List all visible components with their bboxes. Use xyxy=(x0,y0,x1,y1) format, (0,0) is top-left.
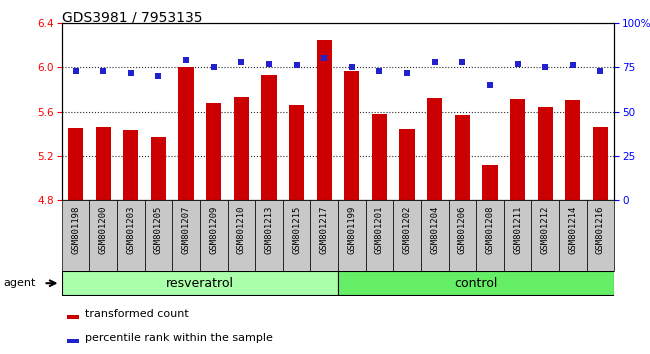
Point xyxy=(374,68,385,74)
FancyBboxPatch shape xyxy=(586,200,614,271)
FancyBboxPatch shape xyxy=(504,200,532,271)
Text: GSM801210: GSM801210 xyxy=(237,206,246,254)
Text: GSM801203: GSM801203 xyxy=(126,206,135,254)
Text: GSM801209: GSM801209 xyxy=(209,206,218,254)
FancyBboxPatch shape xyxy=(476,200,504,271)
Text: GSM801202: GSM801202 xyxy=(402,206,411,254)
FancyBboxPatch shape xyxy=(227,200,255,271)
Text: GSM801205: GSM801205 xyxy=(154,206,163,254)
Text: GSM801200: GSM801200 xyxy=(99,206,108,254)
Point xyxy=(319,56,330,61)
Point xyxy=(153,73,164,79)
Point xyxy=(209,64,219,70)
FancyBboxPatch shape xyxy=(172,200,200,271)
Bar xyxy=(538,107,552,200)
FancyBboxPatch shape xyxy=(532,200,559,271)
Text: GSM801207: GSM801207 xyxy=(181,206,190,254)
Bar xyxy=(400,129,415,200)
Bar xyxy=(344,70,359,200)
Point xyxy=(291,63,302,68)
Text: GSM801217: GSM801217 xyxy=(320,206,329,254)
FancyBboxPatch shape xyxy=(559,200,586,271)
Text: GSM801206: GSM801206 xyxy=(458,206,467,254)
Bar xyxy=(62,271,338,295)
Text: GSM801212: GSM801212 xyxy=(541,206,550,254)
Point xyxy=(430,59,440,65)
Bar xyxy=(261,75,276,200)
FancyBboxPatch shape xyxy=(144,200,172,271)
Text: percentile rank within the sample: percentile rank within the sample xyxy=(85,333,273,343)
Bar xyxy=(96,127,111,200)
Bar xyxy=(289,105,304,200)
Text: GSM801204: GSM801204 xyxy=(430,206,439,254)
Point xyxy=(402,70,412,75)
Bar xyxy=(338,271,614,295)
FancyBboxPatch shape xyxy=(338,200,365,271)
Point xyxy=(181,57,191,63)
Point xyxy=(125,70,136,75)
Text: GSM801216: GSM801216 xyxy=(596,206,605,254)
FancyBboxPatch shape xyxy=(62,200,90,271)
Text: GSM801215: GSM801215 xyxy=(292,206,301,254)
Bar xyxy=(206,103,221,200)
Point xyxy=(457,59,467,65)
Bar xyxy=(317,40,332,200)
Text: agent: agent xyxy=(3,278,36,288)
Point xyxy=(236,59,246,65)
Text: GSM801211: GSM801211 xyxy=(513,206,522,254)
FancyBboxPatch shape xyxy=(200,200,227,271)
Point xyxy=(98,68,109,74)
Bar xyxy=(68,339,79,343)
Text: GSM801214: GSM801214 xyxy=(568,206,577,254)
Bar xyxy=(566,101,580,200)
Text: GSM801208: GSM801208 xyxy=(486,206,495,254)
Point xyxy=(346,64,357,70)
FancyBboxPatch shape xyxy=(255,200,283,271)
Bar xyxy=(68,315,79,319)
Bar xyxy=(455,115,470,200)
Text: control: control xyxy=(454,277,498,290)
FancyBboxPatch shape xyxy=(365,200,393,271)
FancyBboxPatch shape xyxy=(421,200,448,271)
Text: GSM801199: GSM801199 xyxy=(347,206,356,254)
FancyBboxPatch shape xyxy=(311,200,338,271)
Text: GSM801201: GSM801201 xyxy=(375,206,384,254)
Bar xyxy=(151,137,166,200)
Point xyxy=(540,64,551,70)
Bar xyxy=(510,99,525,200)
Text: resveratrol: resveratrol xyxy=(166,277,234,290)
Bar xyxy=(427,98,442,200)
Bar xyxy=(482,165,497,200)
FancyBboxPatch shape xyxy=(448,200,476,271)
Point xyxy=(595,68,606,74)
FancyBboxPatch shape xyxy=(393,200,421,271)
Bar xyxy=(124,130,138,200)
Point xyxy=(485,82,495,88)
Bar xyxy=(179,67,194,200)
FancyBboxPatch shape xyxy=(117,200,144,271)
Bar xyxy=(234,97,249,200)
Text: GDS3981 / 7953135: GDS3981 / 7953135 xyxy=(62,11,202,25)
Text: GSM801198: GSM801198 xyxy=(71,206,80,254)
Point xyxy=(567,63,578,68)
Point xyxy=(512,61,523,67)
Bar xyxy=(68,128,83,200)
Bar xyxy=(372,114,387,200)
Text: transformed count: transformed count xyxy=(85,308,188,319)
Text: GSM801213: GSM801213 xyxy=(265,206,274,254)
FancyBboxPatch shape xyxy=(283,200,311,271)
Point xyxy=(264,61,274,67)
Bar xyxy=(593,127,608,200)
Point xyxy=(70,68,81,74)
FancyBboxPatch shape xyxy=(90,200,117,271)
